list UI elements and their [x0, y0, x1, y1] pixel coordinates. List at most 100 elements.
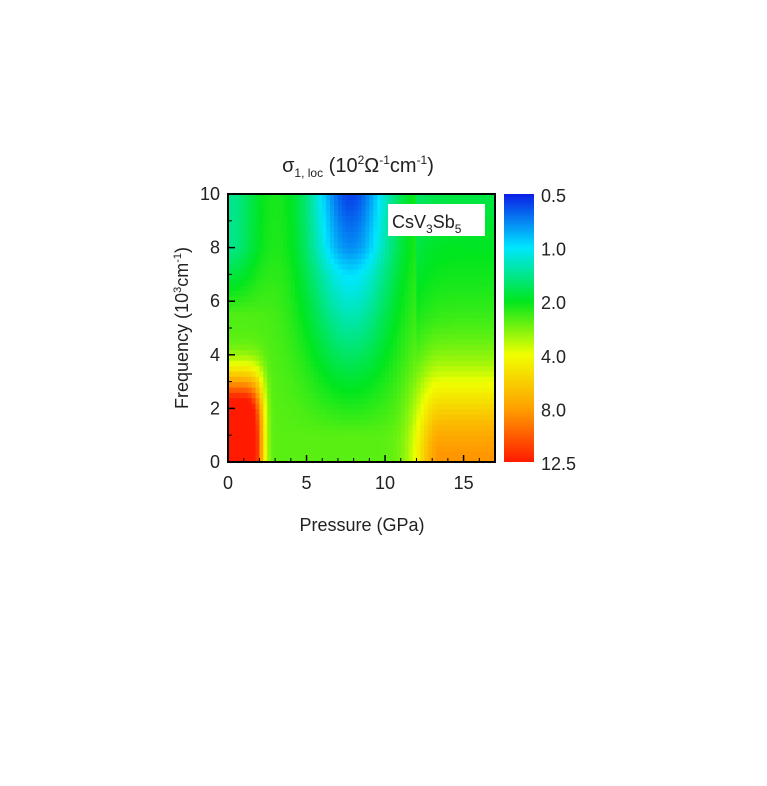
heatmap-cell [424, 392, 429, 399]
heatmap-cell [385, 392, 390, 399]
heatmap-cell [263, 210, 268, 217]
heatmap-cell [259, 365, 264, 372]
heatmap-cell [467, 236, 473, 243]
heatmap-cell [432, 194, 437, 200]
heatmap-cell [286, 285, 292, 292]
heatmap-cell [443, 440, 449, 447]
heatmap-cell [400, 199, 406, 206]
heatmap-cell [263, 285, 268, 292]
heatmap-cell [263, 215, 268, 222]
heatmap-cell [424, 376, 429, 383]
heatmap-cell [286, 220, 292, 227]
heatmap-cell [259, 429, 264, 436]
heatmap-cell [408, 413, 414, 420]
heatmap-cell [365, 210, 370, 217]
heatmap-cell [373, 295, 378, 302]
heatmap-cell [408, 419, 414, 426]
heatmap-cell [239, 252, 245, 259]
heatmap-cell [279, 279, 284, 286]
colorbar-tick-label: 0.5 [541, 186, 566, 206]
heatmap-cell [385, 199, 390, 206]
heatmap-cell [318, 397, 323, 404]
heatmap-cell [334, 445, 339, 452]
heatmap-cell [396, 252, 402, 259]
heatmap-cell [408, 408, 414, 415]
heatmap-cell [443, 236, 449, 243]
heatmap-cell [381, 328, 386, 334]
heatmap-cell [341, 236, 347, 243]
heatmap-cell [428, 269, 433, 275]
heatmap-cell [302, 419, 308, 426]
heatmap-cell [345, 220, 351, 227]
heatmap-cell [404, 419, 410, 426]
heatmap-cell [467, 451, 473, 458]
heatmap-cell [302, 435, 308, 442]
heatmap-cell [447, 429, 453, 436]
heatmap-cell [455, 279, 461, 286]
heatmap-cell [334, 258, 339, 265]
heatmap-cell [239, 215, 245, 222]
heatmap-cell [392, 451, 398, 458]
heatmap-cell [459, 285, 465, 292]
heatmap-cell [475, 386, 480, 393]
heatmap-cell [467, 333, 473, 340]
heatmap-cell [459, 236, 465, 243]
heatmap-cell [467, 435, 473, 442]
heatmap-cell [259, 306, 264, 313]
heatmap-cell [420, 370, 425, 377]
heatmap-cell [247, 445, 253, 452]
heatmap-cell [282, 258, 288, 265]
heatmap-cell [361, 247, 367, 254]
heatmap-cell [298, 226, 304, 233]
heatmap-cell [298, 269, 304, 275]
heatmap-cell [314, 365, 319, 372]
heatmap-cell [447, 333, 453, 340]
heatmap-cell [314, 424, 319, 431]
heatmap-cell [432, 279, 437, 286]
heatmap-cell [479, 349, 484, 356]
heatmap-cell [239, 290, 245, 297]
heatmap-cell [416, 317, 421, 324]
heatmap-cell [314, 306, 319, 313]
heatmap-cell [267, 440, 272, 447]
heatmap-cell [271, 311, 276, 318]
heatmap-cell [424, 301, 429, 308]
heatmap-cell [396, 322, 402, 329]
heatmap-cell [279, 263, 284, 270]
heatmap-cell [259, 349, 264, 356]
heatmap-cell [282, 370, 288, 377]
heatmap-cell [491, 210, 495, 217]
heatmap-cell [334, 269, 339, 275]
heatmap-cell [361, 242, 367, 249]
heatmap-cell [432, 392, 437, 399]
heatmap-cell [479, 456, 484, 462]
heatmap-cell [255, 386, 261, 393]
heatmap-cell [298, 354, 304, 361]
heatmap-cell [381, 349, 386, 356]
heatmap-cell [420, 306, 425, 313]
heatmap-cell [443, 360, 449, 367]
heatmap-cell [322, 344, 327, 351]
heatmap-cell [381, 236, 386, 243]
heatmap-cell [231, 397, 237, 404]
heatmap-cell [365, 263, 370, 270]
heatmap-cell [361, 381, 367, 388]
heatmap-cell [361, 376, 367, 383]
heatmap-cell [228, 440, 233, 447]
heatmap-cell [345, 269, 351, 275]
heatmap-cell [247, 194, 253, 200]
heatmap-cell [330, 295, 335, 302]
heatmap-cell [330, 451, 335, 458]
heatmap-cell [443, 242, 449, 249]
heatmap-cell [459, 440, 465, 447]
heatmap-cell [251, 194, 257, 200]
heatmap-cell [231, 429, 237, 436]
heatmap-cell [275, 322, 280, 329]
heatmap-cell [369, 456, 374, 462]
heatmap-cell [459, 322, 465, 329]
heatmap-cell [349, 435, 355, 442]
heatmap-cell [318, 231, 323, 238]
heatmap-cell [404, 279, 410, 286]
heatmap-cell [404, 295, 410, 302]
heatmap-cell [255, 242, 261, 249]
